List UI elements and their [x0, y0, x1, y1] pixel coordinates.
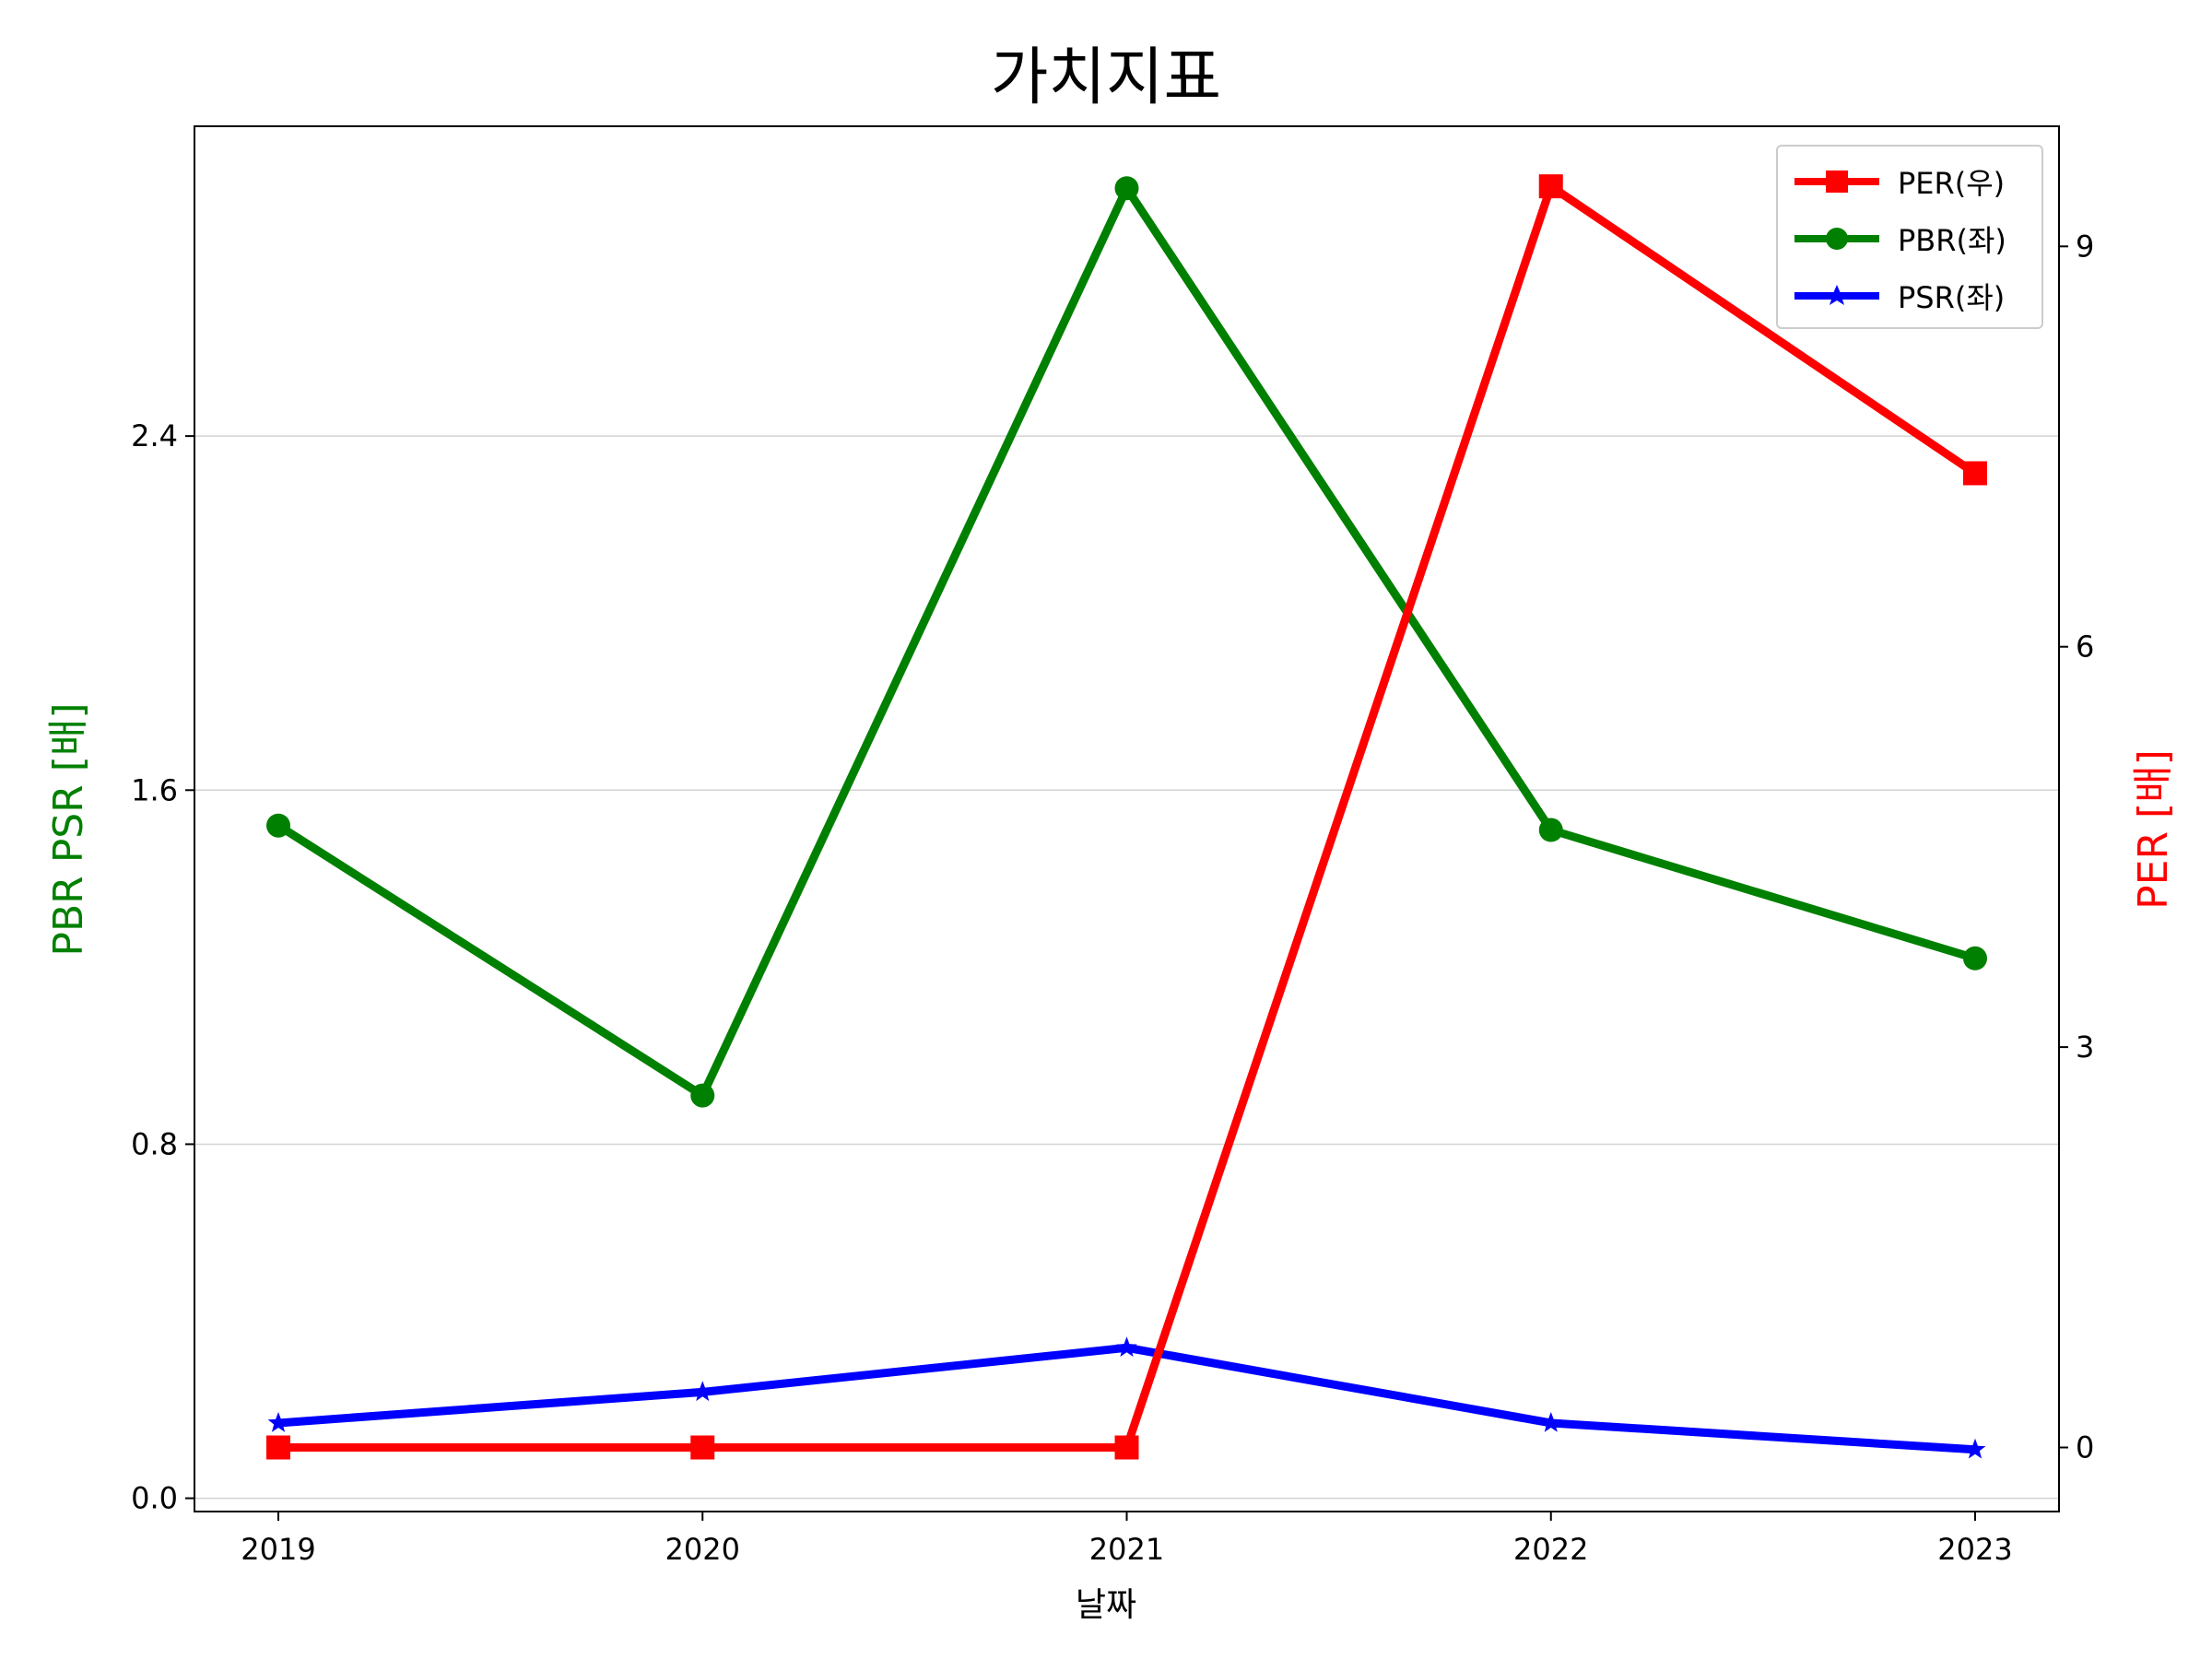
legend-item-pbr: PBR(좌): [1791, 211, 2040, 266]
x-tick-label-4: 2023: [1937, 1532, 2012, 1567]
legend-label-psr: PSR(좌): [1898, 280, 2006, 315]
series-line-pbr: [276, 183, 1977, 1100]
data-point-per-2021: [1114, 1435, 1139, 1460]
data-point-psr-2022: [1540, 1412, 1562, 1432]
data-point-pbr-2019: [266, 813, 290, 838]
legend: PER(우) PBR(좌) PSR(좌): [1776, 145, 2043, 329]
x-tick-label-3: 2022: [1513, 1532, 1588, 1567]
data-point-psr-2019: [267, 1412, 289, 1432]
data-point-psr-2023: [1964, 1438, 1986, 1459]
right-y-axis-label: PER [배]: [2130, 749, 2177, 910]
legend-item-per: PER(우): [1791, 154, 2040, 209]
series-line-per: [278, 182, 1978, 1452]
legend-label-pbr: PBR(좌): [1898, 223, 2006, 258]
legend-marker-per: [1794, 171, 1879, 193]
data-point-psr-2021: [1116, 1336, 1137, 1357]
data-point-per-2020: [690, 1435, 715, 1460]
series-line-psr: [277, 1343, 1976, 1454]
data-point-pbr-2021: [1114, 176, 1139, 201]
legend-marker-pbr: [1794, 228, 1879, 250]
legend-label-per: PER(우): [1898, 166, 2006, 201]
x-axis-label: 날짜: [1075, 1586, 1137, 1624]
data-point-psr-2020: [691, 1381, 713, 1402]
right-tick-label-0: 0: [2076, 1430, 2094, 1465]
right-tick-label-1: 3: [2076, 1030, 2094, 1065]
data-point-per-2023: [1963, 461, 1987, 486]
left-tick-label-2: 1.6: [131, 772, 178, 807]
x-tick-label-1: 2020: [665, 1532, 740, 1567]
left-tick-label-3: 2.4: [131, 418, 178, 453]
data-point-pbr-2022: [1538, 818, 1563, 842]
data-point-pbr-2023: [1963, 946, 1987, 971]
x-tick-label-2: 2021: [1089, 1532, 1164, 1567]
data-point-pbr-2020: [690, 1083, 715, 1108]
legend-marker-psr: [1794, 285, 1879, 305]
chart-title: 가치지표: [990, 41, 1222, 114]
right-tick-label-2: 6: [2076, 629, 2094, 665]
data-point-per-2019: [266, 1435, 290, 1460]
left-tick-label-0: 0.0: [131, 1481, 178, 1516]
data-point-per-2022: [1538, 174, 1563, 199]
legend-item-psr: PSR(좌): [1791, 268, 2040, 324]
left-tick-label-1: 0.8: [131, 1126, 178, 1161]
left-y-axis-label: PBR PSR [배]: [45, 702, 92, 957]
plot-frame: [194, 125, 2060, 1512]
x-tick-label-0: 2019: [241, 1532, 315, 1567]
right-tick-label-3: 9: [2076, 229, 2094, 264]
